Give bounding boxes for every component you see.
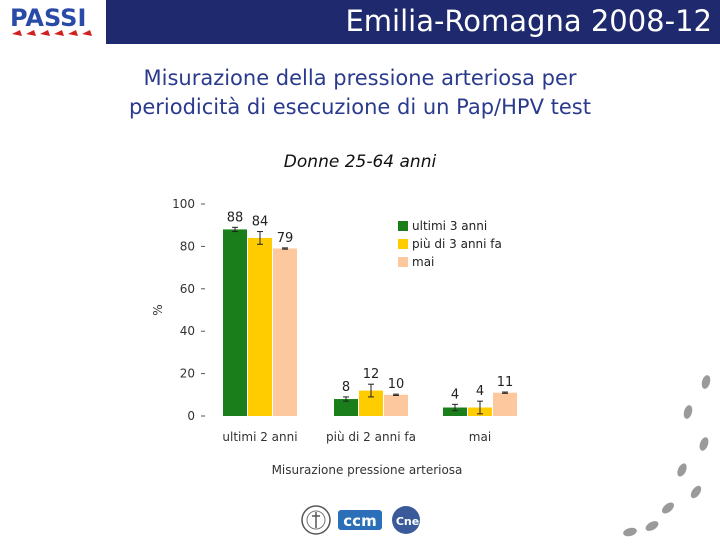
data-label-1-0: 84 [252,215,269,230]
cnesps-logo-text: Cnesps [396,515,441,528]
data-label-2-2: 11 [497,375,514,390]
legend-label-0: ultimi 3 anni [412,219,487,233]
y-tick-label: 0 [187,409,195,423]
legend-swatch-1 [398,239,408,249]
data-label-1-1: 12 [363,367,380,382]
data-label-1-2: 4 [476,384,484,399]
header-title: Emilia-Romagna 2008-12 [345,4,712,38]
ministry-seal-icon [301,505,331,535]
main-title: Misurazione della pressione arteriosa pe… [60,64,660,122]
data-label-0-0: 88 [227,210,244,225]
x-axis-label: Misurazione pressione arteriosa [272,463,463,477]
y-tick-label: 60 [180,282,195,296]
legend-label-1: più di 3 anni fa [412,237,502,251]
y-axis-label: % [151,304,165,315]
bar-0-1 [334,399,358,416]
cnesps-logo: Cnesps [392,506,441,534]
bar-2-0 [273,248,297,416]
bar-2-2 [493,392,517,416]
passi-logo-text: PASSI [10,4,86,32]
footer-logos: ccm Cnesps [290,500,450,540]
footsteps-decoration [600,360,720,540]
ccm-logo-text: ccm [343,512,376,530]
passi-logo: PASSI [4,2,104,44]
x-category-label: mai [469,430,491,444]
main-title-line2: periodicità di esecuzione di un Pap/HPV … [129,95,591,119]
bar-0-0 [223,229,247,416]
data-label-0-2: 4 [451,387,459,402]
bar-0-2 [443,407,467,416]
data-label-0-1: 8 [342,380,350,395]
y-tick-label: 80 [180,239,195,253]
x-category-label: ultimi 2 anni [222,430,297,444]
data-label-2-1: 10 [388,377,405,392]
bar-2-1 [384,394,408,416]
legend-swatch-0 [398,221,408,231]
ccm-logo: ccm [338,510,382,530]
legend-label-2: mai [412,255,434,269]
legend-swatch-2 [398,257,408,267]
y-tick-label: 40 [180,324,195,338]
main-title-line1: Misurazione della pressione arteriosa pe… [143,66,577,90]
y-tick-label: 100 [172,197,195,211]
bar-1-0 [248,237,272,416]
header-bar: Emilia-Romagna 2008-12 [106,0,720,44]
x-category-label: più di 2 anni fa [326,430,416,444]
bar-chart-svg: 0 20 40 60 80 100% 88 84 79 ultimi 2 anni 8 12 10 più… [151,197,517,477]
chart-subtitle: Donne 25-64 anni [283,152,437,172]
y-tick-label: 20 [180,367,195,381]
data-label-2-0: 79 [277,231,294,246]
bar-chart: 0 20 40 60 80 100% 88 84 79 ultimi 2 anni 8 12 10 più… [140,188,540,488]
